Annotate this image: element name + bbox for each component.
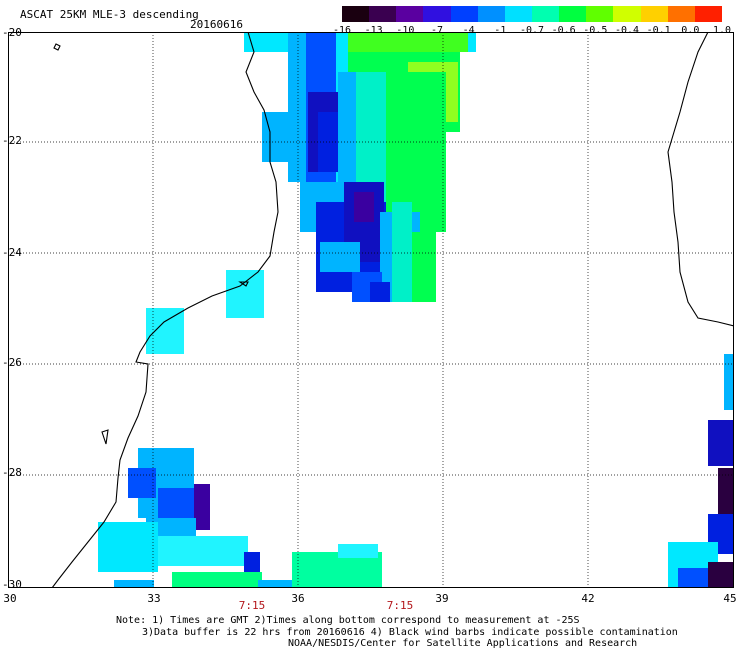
- swath-cell: [678, 568, 708, 588]
- lat-label-30: -30: [2, 578, 22, 591]
- swath-cell: [320, 242, 360, 272]
- colorbar-swatch: [559, 6, 587, 22]
- colorbar-tick-label: -1: [494, 25, 507, 36]
- colorbar-swatch: [504, 6, 533, 22]
- map-plot: [8, 32, 734, 588]
- lon-label-42: 42: [581, 592, 595, 605]
- swath-cell: [146, 308, 184, 354]
- lon-label-30: 30: [3, 592, 17, 605]
- footer-note-2: 3)Data buffer is 22 hrs from 20160616 4)…: [142, 627, 678, 638]
- colorbar: [342, 6, 723, 22]
- time-label-1: 7:15: [238, 599, 266, 612]
- swath-cell: [258, 580, 298, 588]
- lat-label-24: -24: [2, 246, 22, 259]
- swath-cell: [158, 536, 248, 566]
- swath-cell: [338, 544, 378, 558]
- lat-label-28: -28: [2, 466, 22, 479]
- swath-cell: [262, 112, 302, 162]
- lon-label-33: 33: [147, 592, 161, 605]
- colorbar-tick-label: -10: [396, 25, 415, 36]
- swath-cell: [338, 72, 360, 192]
- swath-cell: [412, 232, 436, 302]
- lon-label-45: 45: [723, 592, 737, 605]
- colorbar-tick-label: -0.6: [551, 25, 576, 36]
- swath-cell: [370, 282, 390, 302]
- swath-cell: [172, 572, 262, 588]
- colorbar-swatch: [342, 6, 370, 22]
- colorbar-tick-label: -0.1: [646, 25, 671, 36]
- colorbar-swatch: [586, 6, 614, 22]
- swath-cell: [392, 202, 412, 302]
- colorbar-swatch: [667, 6, 696, 22]
- colorbar-tick-label: -13: [364, 25, 383, 36]
- island: [238, 281, 249, 287]
- colorbar-tick-label: -7: [430, 25, 444, 36]
- swath-cell: [244, 552, 260, 574]
- island: [53, 43, 61, 51]
- footer-note-1: Note: 1) Times are GMT 2)Times along bot…: [116, 615, 580, 626]
- colorbar-swatch: [532, 6, 560, 22]
- swath-cell: [226, 270, 264, 318]
- colorbar-tick-label: -0.7: [519, 25, 545, 36]
- swath-cell: [114, 580, 154, 588]
- footer-credit: NOAA/NESDIS/Center for Satellite Applica…: [288, 638, 638, 649]
- lon-label-39: 39: [435, 592, 449, 605]
- map-date: 20160616: [190, 18, 243, 31]
- map-title: ASCAT 25KM MLE-3 descending: [20, 8, 199, 21]
- lat-label-26: -26: [2, 356, 22, 369]
- madagascar-coast: [667, 32, 734, 327]
- plot-frame: [8, 32, 734, 588]
- colorbar-swatch: [423, 6, 452, 22]
- colorbar-swatch: [694, 6, 723, 22]
- colorbar-tick-label: -16: [332, 25, 352, 36]
- colorbar-tick-label: 0.0: [681, 25, 700, 36]
- island: [101, 429, 109, 445]
- swath-cell: [708, 562, 734, 588]
- coastline: [51, 32, 734, 588]
- swath-cell: [354, 192, 374, 222]
- colorbar-swatch: [640, 6, 669, 22]
- swath-cell: [718, 468, 734, 518]
- lat-label-22: -22: [2, 134, 22, 147]
- swath-cell: [146, 518, 196, 538]
- colorbar-swatch: [450, 6, 479, 22]
- wind-swath-cells: [98, 32, 734, 588]
- swath-cell: [708, 420, 734, 466]
- colorbar-swatch: [613, 6, 642, 22]
- time-label-2: 7:15: [386, 599, 414, 612]
- mainland-coast: [51, 32, 279, 588]
- colorbar-tick-label: -0.5: [583, 25, 608, 36]
- swath-cell: [128, 468, 156, 498]
- swath-cell: [98, 522, 158, 572]
- colorbar-swatch: [396, 6, 424, 22]
- swath-cell: [724, 354, 734, 410]
- colorbar-swatch: [477, 6, 506, 22]
- lat-label-20: -20: [2, 26, 22, 39]
- swath-cell: [348, 32, 468, 52]
- lat-lon-grid: [8, 32, 734, 588]
- colorbar-tick-label: -4: [462, 25, 475, 36]
- colorbar-tick-label: -0.4: [614, 25, 640, 36]
- colorbar-swatch: [369, 6, 397, 22]
- lon-label-36: 36: [291, 592, 305, 605]
- colorbar-tick-label: 1.0: [712, 25, 732, 36]
- swath-cell: [194, 484, 210, 530]
